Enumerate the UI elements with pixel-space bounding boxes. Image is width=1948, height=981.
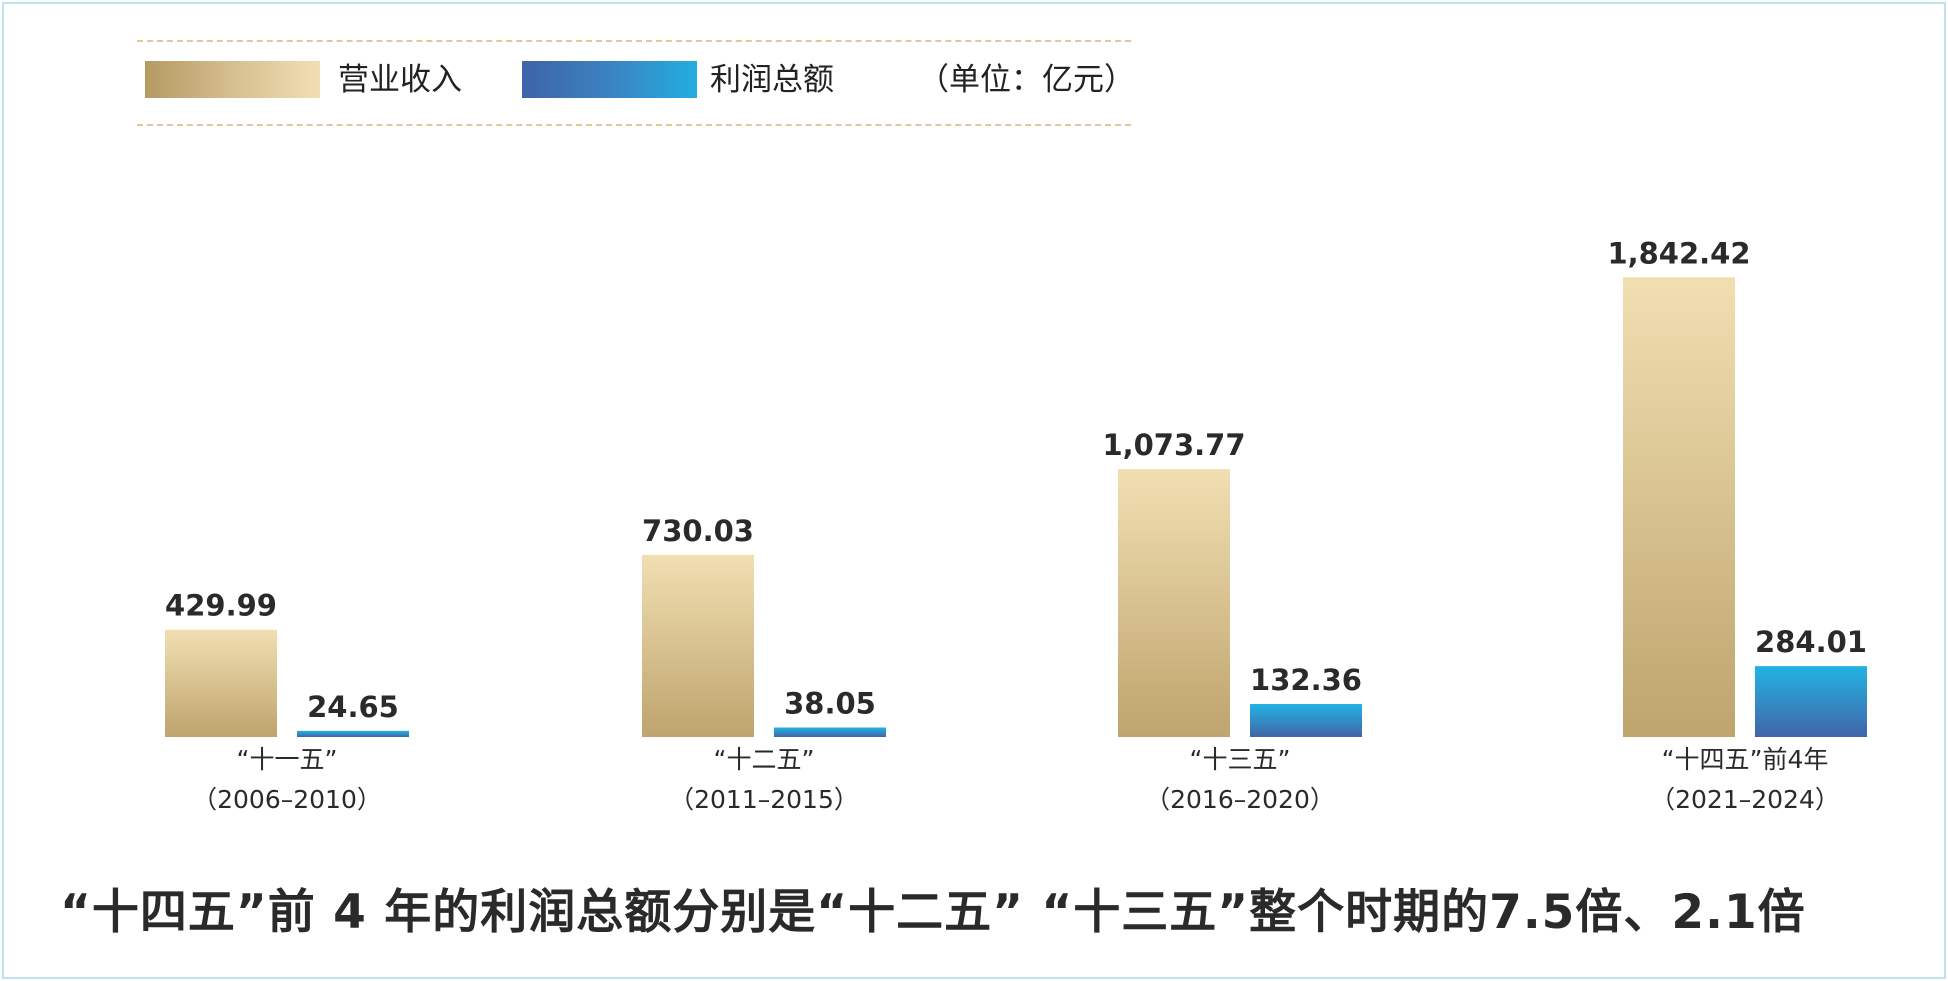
legend-label-revenue: 营业收入	[338, 62, 462, 98]
value-label-revenue-3: 1,073.77	[1102, 428, 1245, 462]
bar-profit-1	[297, 730, 409, 737]
value-label-revenue-1: 429.99	[165, 589, 277, 623]
headline: “十四五”前 4 年的利润总额分别是“十二五” “十三五”整个时期的7.5倍、2…	[60, 885, 1806, 940]
unit-label: （单位：亿元）	[918, 62, 1135, 98]
legend-swatch-revenue	[145, 61, 320, 98]
value-label-profit-1: 24.65	[307, 690, 399, 724]
value-label-revenue-2: 730.03	[642, 514, 754, 548]
value-label-profit-2: 38.05	[784, 687, 876, 721]
category-years-1: （2006–2010）	[192, 785, 382, 814]
category-label-4: “十四五”前4年	[1662, 745, 1829, 774]
category-years-2: （2011–2015）	[669, 785, 859, 814]
category-label-3: “十三五”	[1190, 745, 1291, 774]
category-years-4: （2021–2024）	[1650, 785, 1840, 814]
bar-revenue-3	[1118, 469, 1230, 737]
value-label-profit-4: 284.01	[1755, 625, 1867, 659]
bar-profit-4	[1755, 666, 1867, 737]
category-label-1: “十一五”	[237, 745, 338, 774]
legend-swatch-profit	[522, 61, 697, 98]
bar-revenue-1	[165, 629, 277, 737]
legend-divider-bottom	[137, 124, 1131, 126]
value-label-profit-3: 132.36	[1250, 663, 1362, 697]
category-years-3: （2016–2020）	[1145, 785, 1335, 814]
value-label-revenue-4: 1,842.42	[1607, 236, 1750, 270]
bar-profit-2	[774, 727, 886, 737]
category-label-2: “十二五”	[714, 745, 815, 774]
bar-profit-3	[1250, 703, 1362, 737]
bar-revenue-4	[1623, 277, 1735, 737]
legend-divider-top	[137, 40, 1131, 42]
bar-revenue-2	[642, 554, 754, 737]
legend-label-profit: 利润总额	[710, 62, 834, 98]
